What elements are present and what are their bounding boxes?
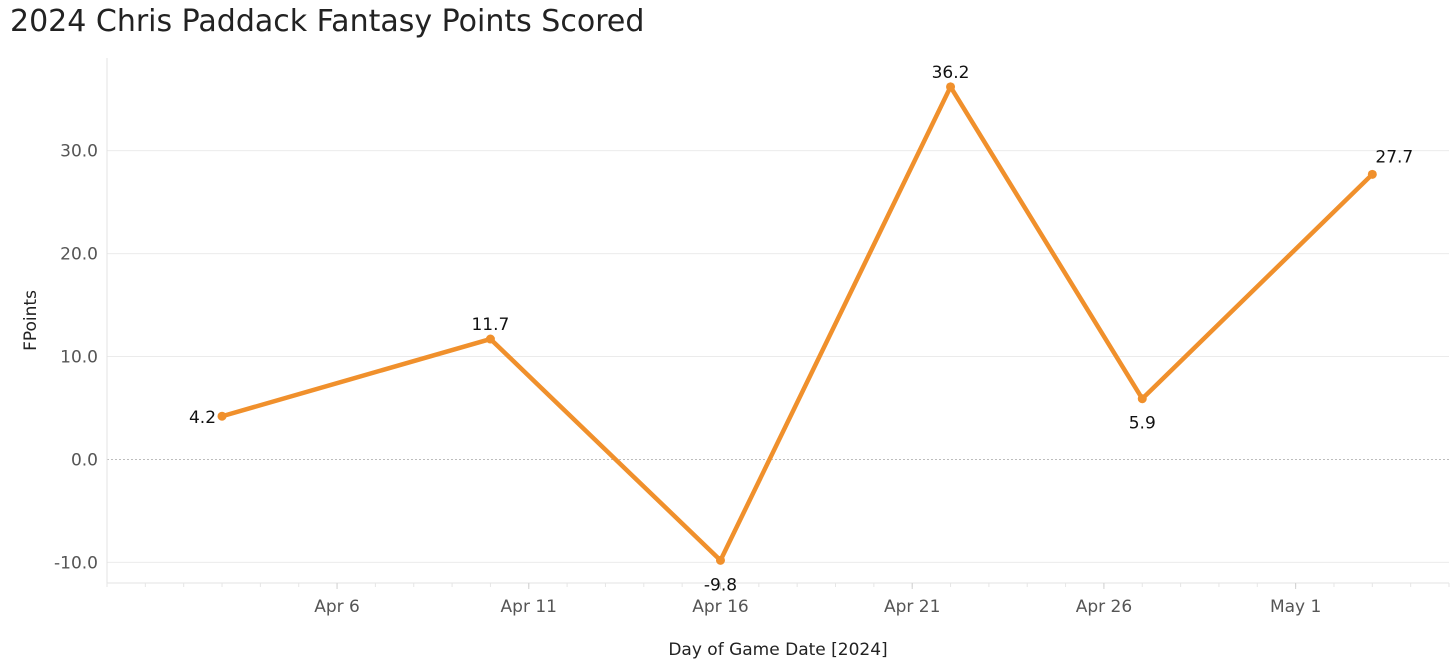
x-axis-ticks: Apr 6 Apr 11 Apr 16 Apr 21 Apr 26 May 1 [106, 583, 1450, 617]
chart-title: 2024 Chris Paddack Fantasy Points Scored [10, 4, 645, 39]
data-label: 27.7 [1375, 147, 1413, 167]
data-label: 36.2 [932, 63, 970, 83]
x-tick-label: Apr 11 [501, 597, 557, 617]
x-tick-label: May 1 [1270, 597, 1321, 617]
data-label: -9.8 [704, 575, 737, 595]
x-tick-label: Apr 16 [692, 597, 748, 617]
x-tick-label: Apr 6 [314, 597, 360, 617]
y-tick-label: -10.0 [54, 553, 98, 573]
data-point [485, 334, 495, 344]
y-axis-ticks: -10.0 0.0 10.0 20.0 30.0 [54, 142, 98, 574]
x-tick-label: Apr 21 [884, 597, 940, 617]
data-point [715, 555, 725, 565]
data-point [1367, 169, 1377, 179]
y-axis-label: FPoints [21, 290, 41, 351]
series-line [219, 82, 1375, 565]
y-tick-label: 30.0 [60, 142, 98, 162]
x-tick-label: Apr 26 [1076, 597, 1132, 617]
data-point [946, 82, 956, 92]
series-layer [217, 82, 1377, 565]
data-label: 4.2 [189, 408, 216, 428]
data-label: 11.7 [471, 315, 509, 335]
y-tick-label: 0.0 [71, 450, 98, 470]
y-tick-label: 10.0 [60, 348, 98, 368]
data-label: 5.9 [1129, 414, 1156, 434]
data-point [1137, 394, 1147, 404]
gridlines [107, 150, 1449, 563]
y-tick-label: 20.0 [60, 245, 98, 265]
x-axis-label: Day of Game Date [2024] [668, 640, 887, 660]
data-labels: 4.2 11.7 -9.8 36.2 5.9 27.7 [189, 63, 1413, 596]
data-point [217, 411, 227, 421]
